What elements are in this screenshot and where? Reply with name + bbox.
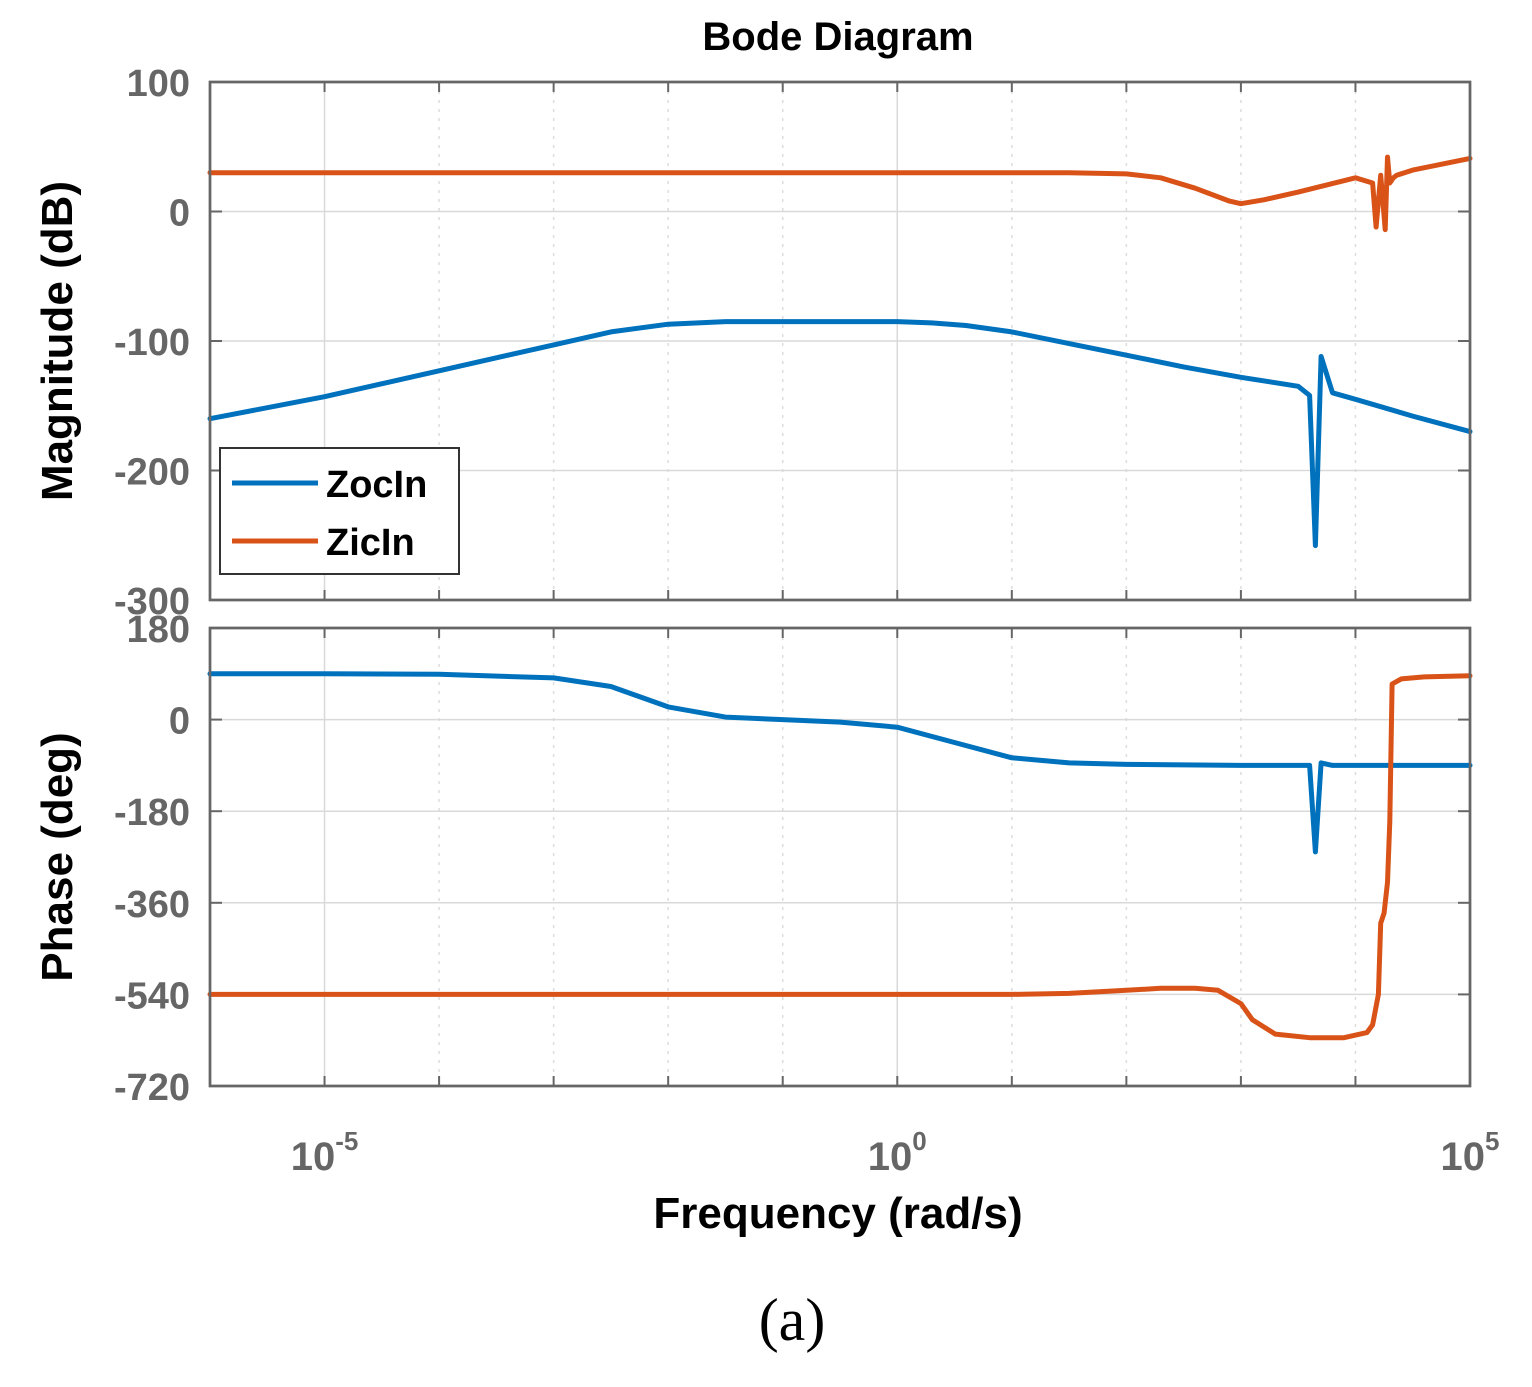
magnitude-y-tick-label: -200 bbox=[114, 452, 190, 494]
legend-box bbox=[219, 447, 460, 575]
magnitude-axes: 100 0 -100 -200 -300 Magnitude (dB) ZocIn Zi… bbox=[33, 63, 1473, 623]
phase-axes-frame bbox=[208, 626, 1472, 1088]
x-axis-label: Frequency (rad/s) bbox=[653, 1189, 1022, 1238]
magnitude-series-zocin bbox=[207, 319, 1473, 549]
legend-label-zicin: ZicIn bbox=[326, 522, 415, 564]
x-tick-label: 10-5 bbox=[291, 1126, 359, 1179]
phase-y-ticks: 180 0 -180 -360 -540 -720 bbox=[114, 609, 190, 1109]
phase-series bbox=[207, 671, 1473, 1041]
x-axis-ticks: 10-5 100 105 bbox=[291, 1126, 1500, 1179]
phase-series-zocin bbox=[207, 671, 1473, 855]
phase-y-tick-label: 180 bbox=[127, 609, 190, 651]
magnitude-series-zicin bbox=[207, 154, 1473, 233]
phase-series-zicin bbox=[207, 673, 1473, 1041]
phase-y-tick-label: -360 bbox=[114, 884, 190, 926]
phase-ylabel: Phase (deg) bbox=[33, 732, 82, 981]
magnitude-y-tick-label: -100 bbox=[114, 322, 190, 364]
chart-title: Bode Diagram bbox=[702, 15, 973, 59]
legend: ZocIn ZicIn bbox=[219, 447, 460, 575]
magnitude-y-ticks: 100 0 -100 -200 -300 bbox=[114, 63, 190, 623]
phase-plot-area bbox=[208, 626, 1472, 1088]
x-tick-label: 105 bbox=[1441, 1126, 1500, 1179]
phase-y-tick-label: 0 bbox=[169, 701, 190, 743]
phase-y-tick-label: -720 bbox=[114, 1067, 190, 1109]
phase-axes: 180 0 -180 -360 -540 -720 Phase (deg) bbox=[33, 609, 1473, 1109]
magnitude-y-tick-label: -300 bbox=[114, 581, 190, 623]
phase-y-tick-label: -180 bbox=[114, 792, 190, 834]
magnitude-series bbox=[207, 154, 1473, 549]
magnitude-ylabel: Magnitude (dB) bbox=[33, 181, 82, 501]
legend-label-zocin: ZocIn bbox=[326, 464, 427, 506]
magnitude-y-tick-label: 100 bbox=[127, 63, 190, 105]
x-tick-label: 100 bbox=[868, 1126, 927, 1179]
phase-y-tick-label: -540 bbox=[114, 975, 190, 1017]
magnitude-y-tick-label: 0 bbox=[169, 193, 190, 235]
magnitude-axes-frame bbox=[208, 80, 1472, 602]
figure-caption: (a) bbox=[759, 1287, 826, 1353]
